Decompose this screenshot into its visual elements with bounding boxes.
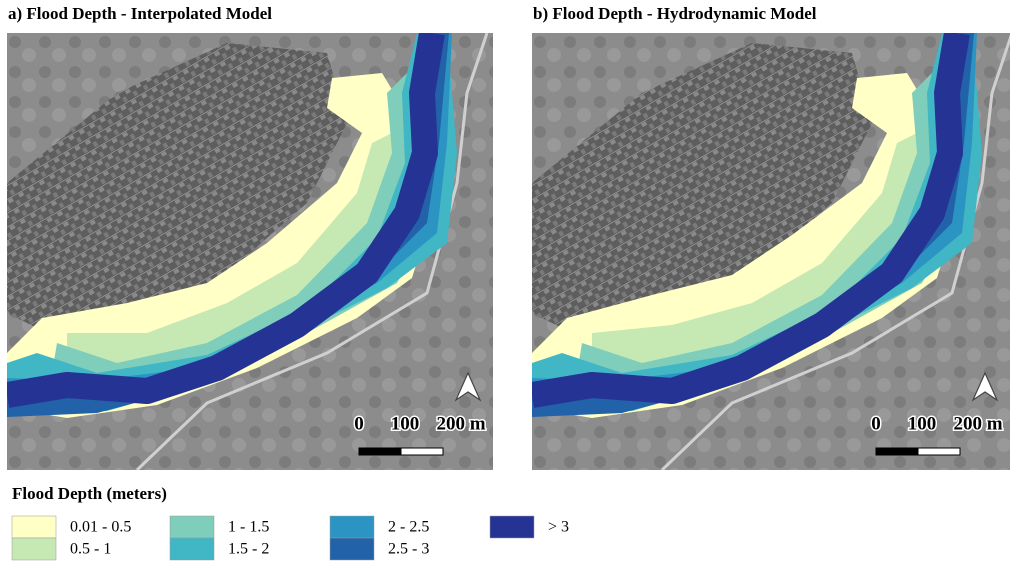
legend-title: Flood Depth (meters)	[12, 484, 167, 503]
legend-swatch	[170, 538, 214, 560]
scale-bar	[401, 448, 443, 455]
legend-label: 1.5 - 2	[228, 541, 269, 558]
scale-label: 100	[908, 413, 937, 434]
scale-bar	[359, 448, 401, 455]
map	[532, 33, 1011, 470]
legend-swatch	[330, 516, 374, 538]
scale-label: 200 m	[953, 413, 1002, 434]
scale-label: 0	[354, 413, 364, 434]
legend-label: 0.01 - 0.5	[70, 519, 131, 536]
legend-label: 0.5 - 1	[70, 541, 111, 558]
map	[7, 33, 493, 470]
legend-label: 2 - 2.5	[388, 519, 429, 536]
legend-label: 2.5 - 3	[388, 541, 429, 558]
scale-bar	[876, 448, 918, 455]
legend-label: > 3	[548, 519, 569, 536]
panel-title: b) Flood Depth - Hydrodynamic Model	[533, 4, 817, 23]
legend-label: 1 - 1.5	[228, 519, 269, 536]
panel-title: a) Flood Depth - Interpolated Model	[8, 4, 272, 23]
scale-bar	[918, 448, 960, 455]
scale-label: 100	[391, 413, 420, 434]
legend-swatch	[330, 538, 374, 560]
legend-swatch	[12, 538, 56, 560]
legend-swatch	[490, 516, 534, 538]
scale-label: 200 m	[436, 413, 485, 434]
figure: a) Flood Depth - Interpolated Model 0 100 2…	[0, 0, 1011, 567]
legend-swatch	[170, 516, 214, 538]
scale-label: 0	[871, 413, 881, 434]
legend-swatch	[12, 516, 56, 538]
